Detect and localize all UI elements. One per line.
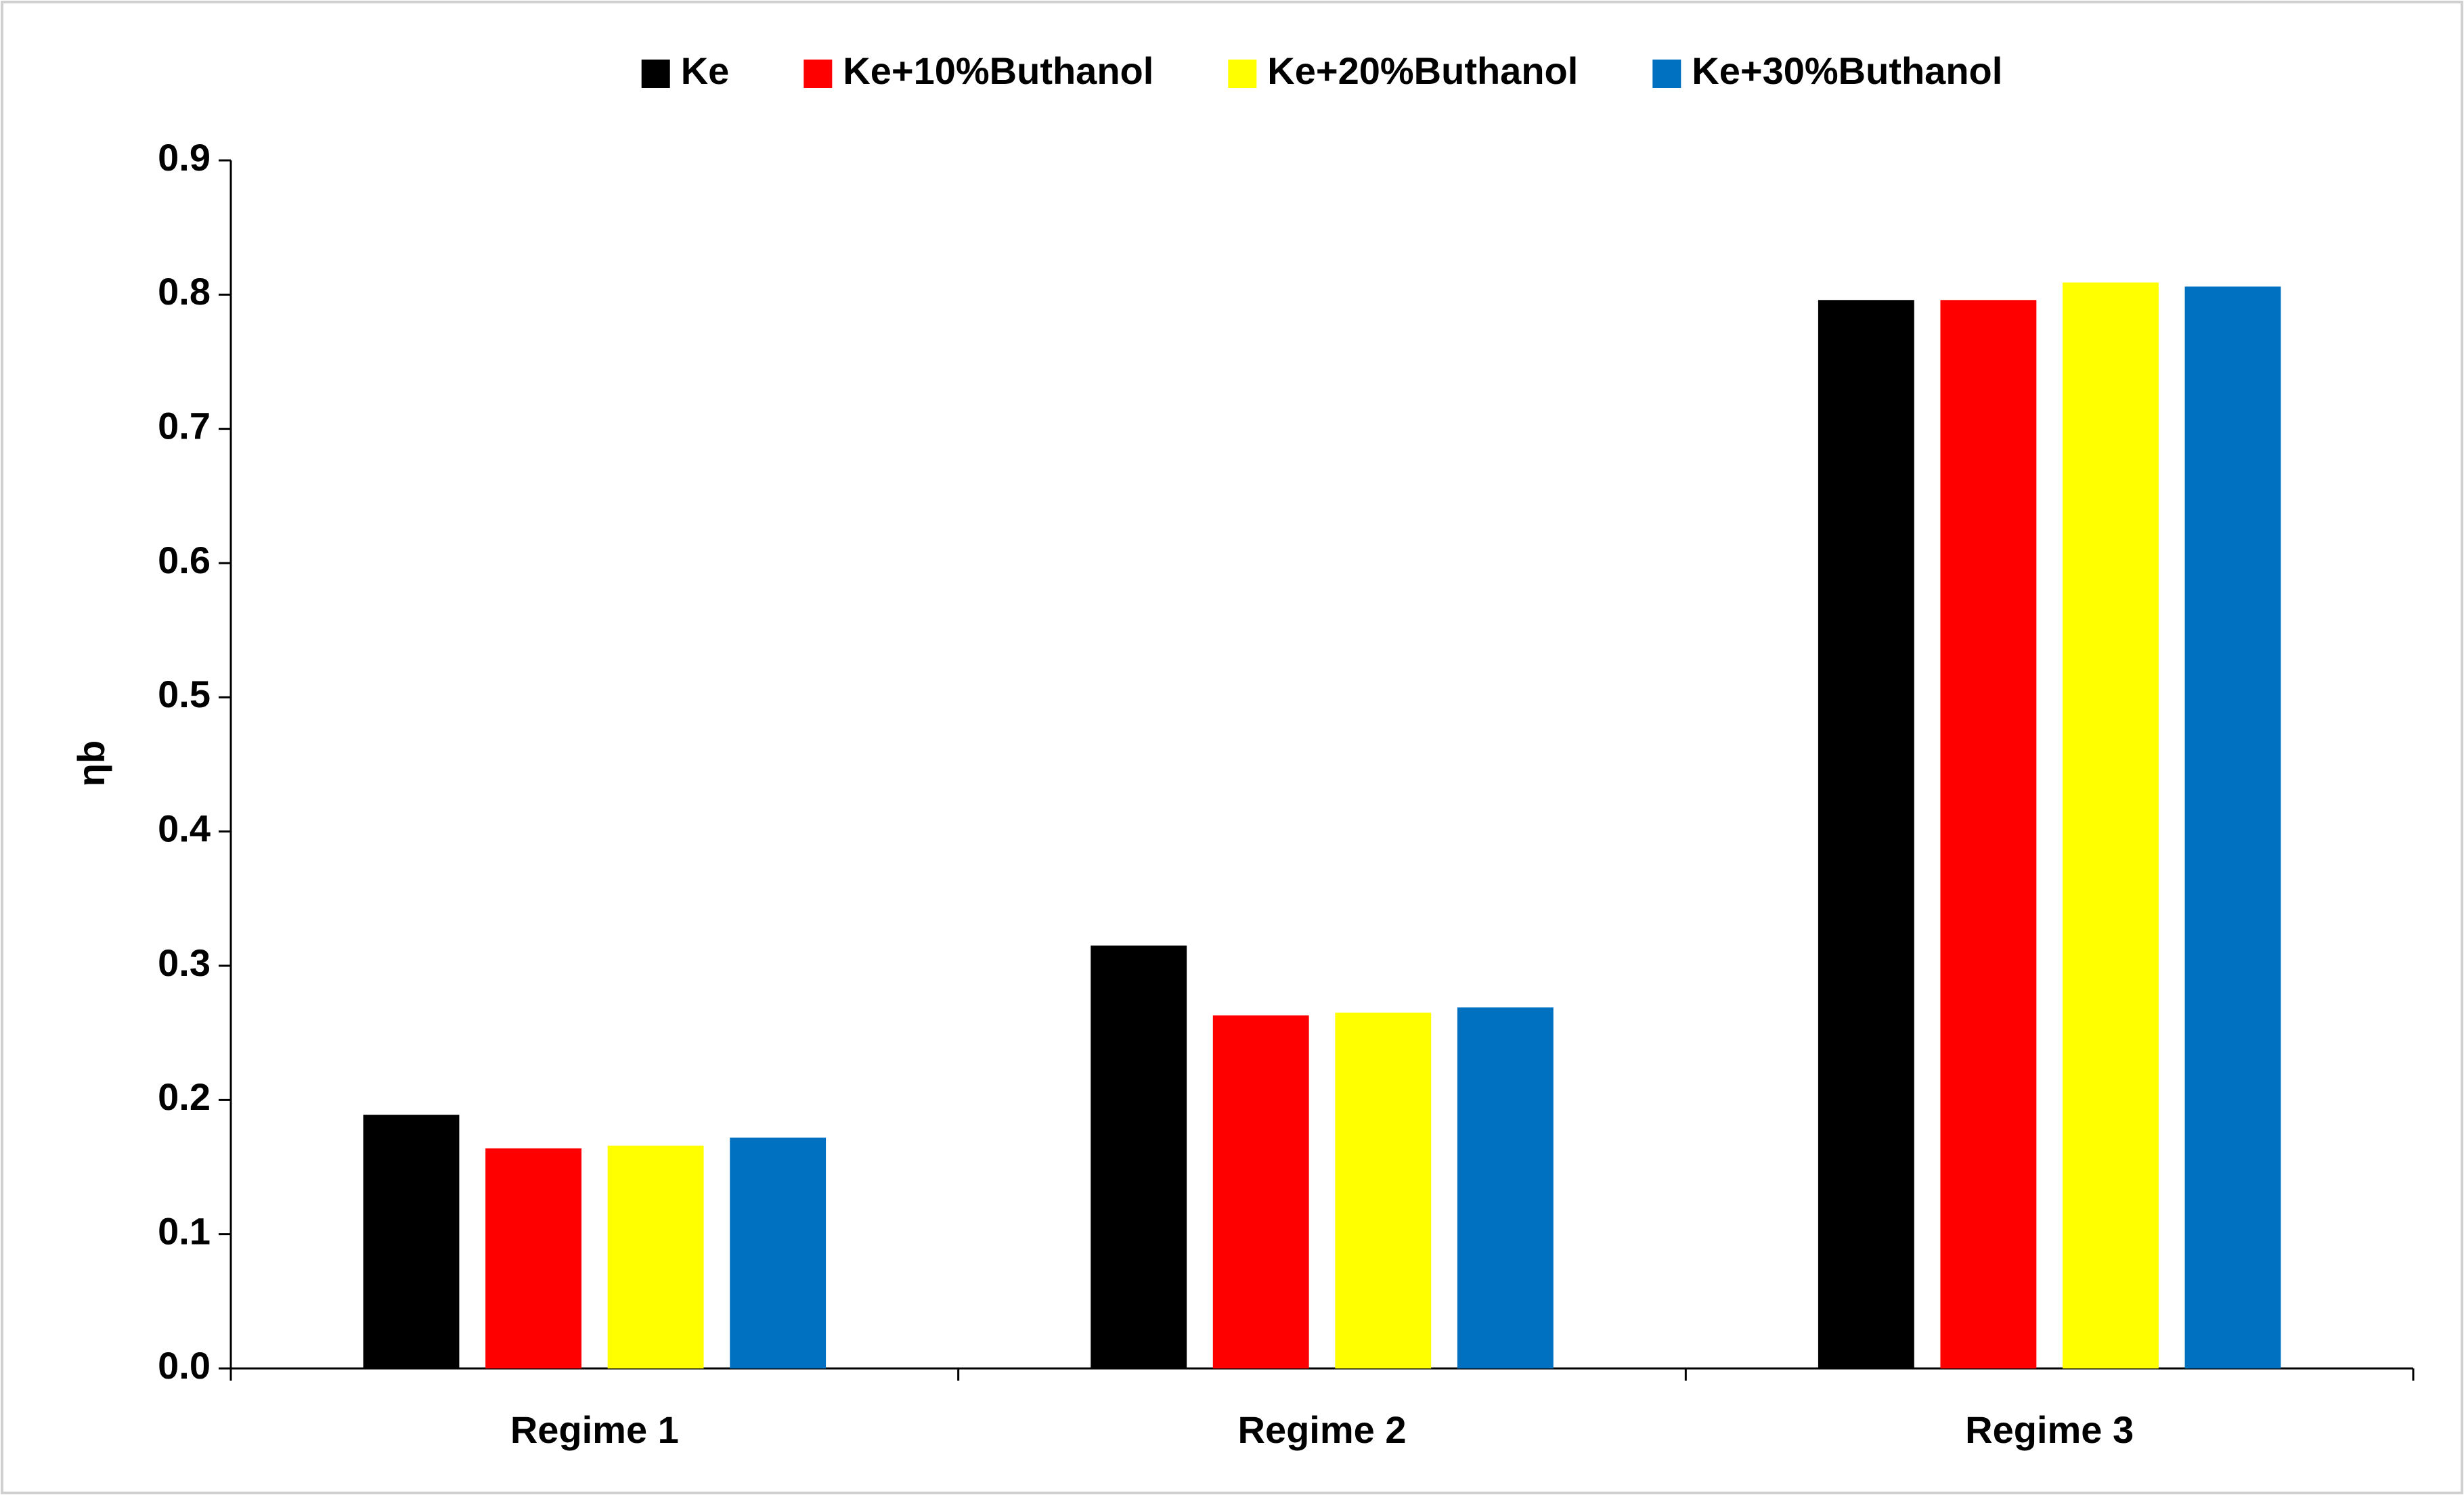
x-tick-label: Regime 2 — [1238, 1408, 1407, 1451]
y-tick-label: 0.8 — [158, 270, 211, 313]
bar — [2063, 282, 2159, 1368]
bar — [1818, 300, 1914, 1369]
bar — [485, 1148, 581, 1368]
y-axis-label: ηb — [70, 740, 112, 786]
y-tick-label: 0.9 — [158, 136, 211, 179]
legend-label: Ke — [681, 49, 730, 92]
bar — [1940, 300, 2037, 1369]
y-tick-label: 0.0 — [158, 1344, 211, 1387]
bar — [607, 1145, 704, 1368]
legend-label: Ke+10%Buthanol — [843, 49, 1153, 92]
y-tick-label: 0.6 — [158, 539, 211, 581]
y-tick-label: 0.7 — [158, 404, 211, 447]
y-tick-label: 0.1 — [158, 1209, 211, 1252]
bar — [2184, 286, 2281, 1368]
legend-swatch — [641, 60, 670, 88]
bar — [730, 1137, 827, 1368]
legend-swatch — [804, 60, 833, 88]
y-tick-label: 0.4 — [158, 807, 211, 849]
y-tick-label: 0.3 — [158, 941, 211, 984]
y-tick-label: 0.5 — [158, 673, 211, 715]
legend-swatch — [1652, 60, 1681, 88]
bar — [1335, 1012, 1432, 1368]
bar — [363, 1115, 460, 1368]
legend-label: Ke+30%Buthanol — [1692, 49, 2002, 92]
x-tick-label: Regime 3 — [1965, 1408, 2134, 1451]
legend-swatch — [1228, 60, 1257, 88]
bar — [1212, 1015, 1309, 1368]
bar — [1457, 1007, 1554, 1368]
y-tick-label: 0.2 — [158, 1075, 211, 1118]
legend-label: Ke+20%Buthanol — [1267, 49, 1578, 92]
x-tick-label: Regime 1 — [510, 1408, 679, 1451]
bar — [1091, 945, 1187, 1368]
